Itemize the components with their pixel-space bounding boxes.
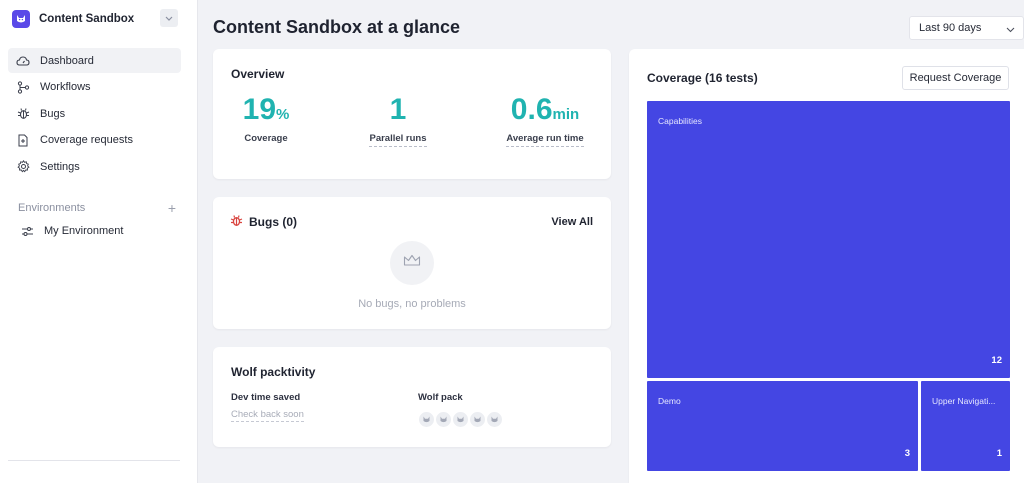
wolf-title: Wolf packtivity xyxy=(231,365,316,379)
stat-value: 0.6 xyxy=(510,93,553,126)
wolf-pack-avatars xyxy=(419,412,504,427)
environments-header: Environments + xyxy=(18,200,176,216)
sidebar-nav: Dashboard Workflows Bugs Coverage reques… xyxy=(8,48,181,181)
stat-value: 1 xyxy=(389,93,407,126)
sliders-icon xyxy=(20,224,34,238)
overview-title: Overview xyxy=(231,67,285,81)
sidebar-divider xyxy=(8,460,180,461)
sidebar-item-dashboard[interactable]: Dashboard xyxy=(8,48,181,73)
bugs-card: Bugs (0) View All No bugs, no problems xyxy=(213,197,611,329)
wolf-packtivity-card: Wolf packtivity Dev time saved Check bac… xyxy=(213,347,611,447)
page-title: Content Sandbox at a glance xyxy=(213,17,461,37)
stat-unit: min xyxy=(552,106,580,123)
coverage-card: Coverage (16 tests) Request Coverage Cap… xyxy=(629,49,1024,483)
wolf-avatar-icon xyxy=(419,412,434,427)
sidebar-item-my-environment[interactable]: My Environment xyxy=(20,224,123,238)
wolf-avatar-icon xyxy=(487,412,502,427)
dev-time-label: Dev time saved xyxy=(231,392,301,403)
tile-count: 12 xyxy=(991,355,1002,366)
bugs-header: Bugs (0) xyxy=(230,214,297,230)
sidebar-item-label: Bugs xyxy=(40,107,66,120)
tile-name: Capabilities xyxy=(658,116,702,126)
tile-name: Demo xyxy=(658,396,681,406)
stat-coverage: 19% Coverage xyxy=(206,93,326,146)
sidebar-item-settings[interactable]: Settings xyxy=(8,154,181,179)
stat-label[interactable]: Parallel runs xyxy=(369,133,427,147)
bugs-title: Bugs (0) xyxy=(249,215,297,229)
cloud-icon xyxy=(16,54,30,68)
treemap-tile-capabilities[interactable]: Capabilities 12 xyxy=(647,101,1010,378)
wolf-avatar-icon xyxy=(453,412,468,427)
sidebar-item-coverage-requests[interactable]: Coverage requests xyxy=(8,128,181,153)
stat-label: Coverage xyxy=(244,133,288,144)
coverage-title: Coverage (16 tests) xyxy=(647,71,758,85)
tile-name: Upper Navigati... xyxy=(932,396,996,406)
bug-icon xyxy=(230,214,243,230)
document-plus-icon xyxy=(16,133,30,147)
stat-parallel-runs: 1 Parallel runs xyxy=(338,93,458,147)
crown-icon xyxy=(403,254,421,272)
tile-count: 3 xyxy=(904,448,910,459)
sidebar-item-label: Settings xyxy=(40,160,80,173)
bug-icon xyxy=(16,107,30,121)
sidebar-item-label: Dashboard xyxy=(40,54,94,67)
add-environment-plus-icon[interactable]: + xyxy=(167,200,176,216)
gear-icon xyxy=(16,160,30,174)
workspace-switcher[interactable]: Content Sandbox xyxy=(12,9,182,29)
workflow-icon xyxy=(16,80,30,94)
wolf-logo-icon xyxy=(12,10,30,28)
stat-unit: % xyxy=(276,106,290,123)
wolf-avatar-icon xyxy=(470,412,485,427)
tile-count: 1 xyxy=(996,448,1002,459)
sidebar-item-label: Workflows xyxy=(40,81,91,93)
chevron-down-icon xyxy=(1006,24,1015,36)
stat-value: 19 xyxy=(242,93,277,126)
date-range-select[interactable]: Last 90 days xyxy=(909,16,1024,40)
wolf-avatar-icon xyxy=(436,412,451,427)
dev-time-value[interactable]: Check back soon xyxy=(231,409,304,422)
environment-label: My Environment xyxy=(44,225,124,237)
view-all-bugs-link[interactable]: View All xyxy=(551,216,593,228)
treemap-tile-demo[interactable]: Demo 3 xyxy=(647,381,918,471)
workspace-name: Content Sandbox xyxy=(39,13,135,25)
wolf-pack-label: Wolf pack xyxy=(418,392,463,403)
sidebar: Content Sandbox Dashboard Workflows Bugs xyxy=(0,0,198,483)
empty-state-illustration xyxy=(390,241,434,285)
stat-average-run-time: 0.6min Average run time xyxy=(485,93,605,147)
sidebar-item-workflows[interactable]: Workflows xyxy=(8,75,181,100)
sidebar-item-label: Coverage requests xyxy=(40,134,133,146)
date-range-value: Last 90 days xyxy=(919,22,982,34)
request-coverage-button[interactable]: Request Coverage xyxy=(902,66,1009,90)
environments-label: Environments xyxy=(18,202,86,214)
treemap-tile-upper-navigation[interactable]: Upper Navigati... 1 xyxy=(921,381,1010,471)
overview-card: Overview 19% Coverage 1 Parallel runs 0.… xyxy=(213,49,611,179)
sidebar-item-bugs[interactable]: Bugs xyxy=(8,101,181,126)
chevron-down-icon[interactable] xyxy=(160,9,178,27)
empty-state-text: No bugs, no problems xyxy=(358,298,466,310)
stat-label[interactable]: Average run time xyxy=(506,133,584,147)
